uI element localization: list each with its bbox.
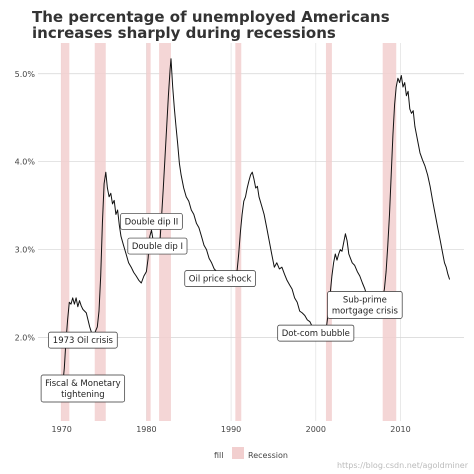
x-tick-label: 1980	[136, 425, 156, 434]
annotation-label: Dot-com bubble	[277, 324, 355, 342]
annotation-label: Double dip II	[120, 213, 183, 230]
annotation-text: Oil price shock	[189, 275, 252, 285]
annotation-text: 1973 Oil crisis	[53, 336, 114, 346]
unemployment-line-1	[43, 58, 451, 397]
annotation-label: Double dip I	[127, 237, 188, 255]
annotation-box	[120, 213, 183, 230]
legend-label-recession: Recession	[248, 451, 288, 460]
annotation-text: mortgage crisis	[332, 306, 399, 316]
y-axis: 2.0% 3.0% 4.0% 5.0%	[15, 70, 36, 343]
annotation-box	[40, 374, 126, 403]
annotation-text: Double dip II	[125, 217, 179, 227]
recession-bands	[60, 43, 397, 421]
annotation-box	[48, 331, 118, 349]
legend-title: fill	[214, 451, 223, 460]
x-tick-label: 2010	[390, 425, 410, 434]
recession-band-2	[94, 43, 106, 421]
y-tick-label: 2.0%	[15, 333, 36, 342]
recession-band-1	[60, 43, 70, 421]
annotation-text: Sub-prime	[343, 295, 387, 305]
annotation-box	[127, 237, 188, 255]
x-tick-label: 2000	[306, 425, 326, 434]
annotation-box	[184, 270, 256, 287]
recession-band-7	[382, 43, 397, 421]
annotation-text: Dot-com bubble	[282, 329, 350, 339]
chart-title-line-2: increases sharply during recessions	[32, 24, 336, 42]
annotation-label: Oil price shock	[184, 270, 256, 287]
y-tick-label: 4.0%	[15, 158, 36, 167]
annotation-text: Fiscal & Monetary	[45, 379, 121, 389]
chart-title-line-1: The percentage of unemployed Americans	[32, 8, 390, 26]
annotation-label: 1973 Oil crisis	[48, 331, 118, 349]
annotation-text: tightening	[61, 390, 105, 400]
recession-band-3	[146, 43, 151, 421]
series-lines	[43, 58, 451, 397]
x-axis: 1970 1980 1990 2000 2010	[52, 425, 411, 434]
recession-band-4	[159, 43, 171, 421]
y-tick-label: 5.0%	[15, 70, 36, 79]
x-tick-label: 1990	[221, 425, 241, 434]
annotation-box	[277, 324, 355, 342]
legend: fill Recession	[214, 447, 288, 460]
annotation-text: Double dip I	[132, 242, 183, 252]
annotation-box	[327, 291, 403, 319]
recession-band-5	[235, 43, 242, 421]
x-tick-label: 1970	[52, 425, 72, 434]
legend-swatch-recession	[232, 447, 244, 459]
recession-band-6	[325, 43, 332, 421]
watermark: https://blog.csdn.net/agoldminer	[337, 461, 469, 470]
y-tick-label: 3.0%	[15, 246, 36, 255]
